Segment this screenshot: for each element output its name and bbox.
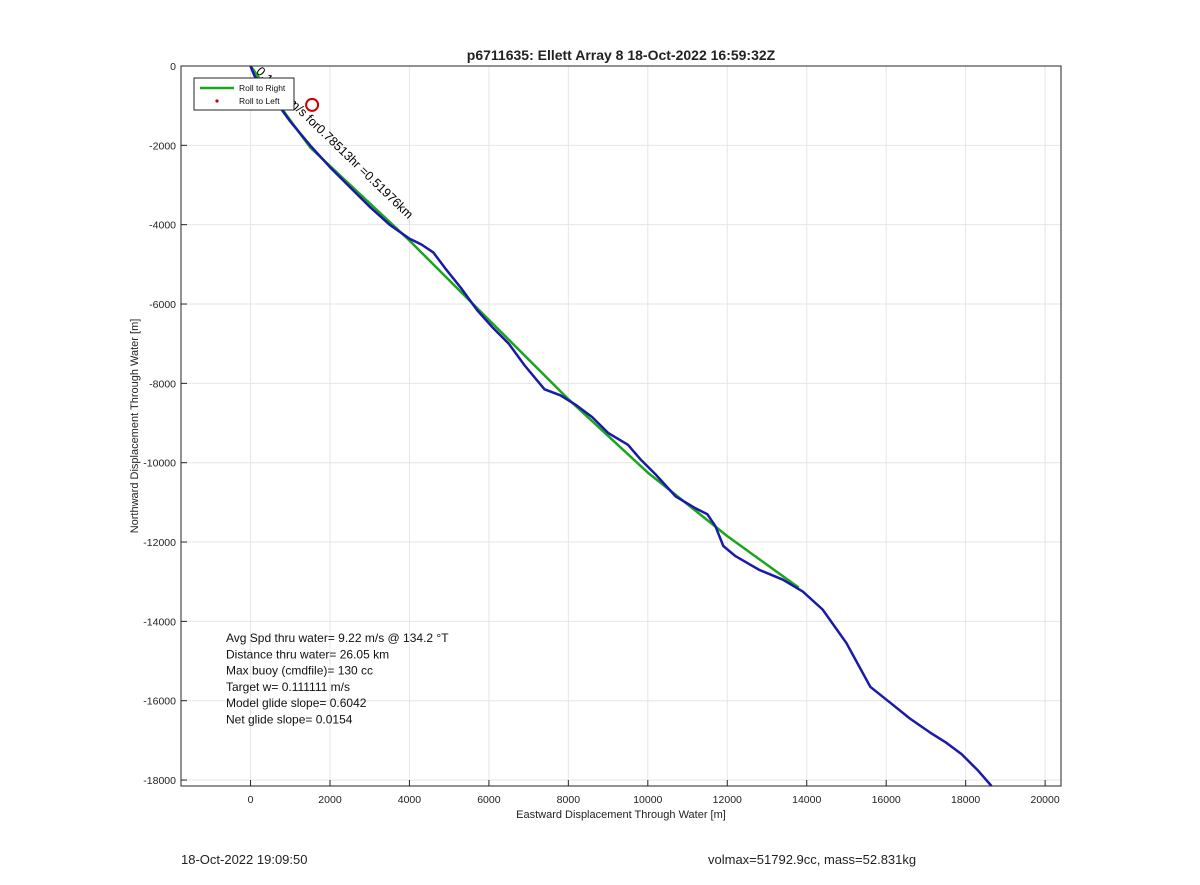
axis-ticks: 0 2000 4000 6000 8000 10000 12000 14000 16000 180… xyxy=(143,61,1060,806)
axes-box xyxy=(180,65,1062,787)
marker-circle xyxy=(305,97,320,112)
series-layer: 0.18386m/s for0.78513hr =0.51976km xyxy=(249,64,993,787)
footer-timestamp: 18-Oct-2022 19:09:50 xyxy=(181,852,308,867)
stats-line: Distance thru water= 26.05 km xyxy=(226,647,389,661)
legend-entry: Roll to Right xyxy=(239,83,286,93)
y-tick-label: -16000 xyxy=(143,696,176,708)
x-tick-label: 4000 xyxy=(398,794,422,806)
y-tick-label: -14000 xyxy=(143,616,176,628)
x-tick-label: 10000 xyxy=(633,794,662,806)
series-line-track xyxy=(249,65,993,787)
x-tick-label: 20000 xyxy=(1031,794,1060,806)
y-tick-label: -12000 xyxy=(143,537,176,549)
x-tick-label: 2000 xyxy=(318,794,342,806)
y-tick-label: -6000 xyxy=(149,299,176,311)
y-tick-label: 0 xyxy=(170,61,176,73)
y-tick-label: -2000 xyxy=(149,140,176,152)
stats-line: Net glide slope= 0.0154 xyxy=(226,713,353,727)
stats-line: Avg Spd thru water= 9.22 m/s @ 134.2 °T xyxy=(226,631,449,645)
x-tick-label: 14000 xyxy=(792,794,821,806)
stats-line: Max buoy (cmdfile)= 130 cc xyxy=(226,664,373,678)
footer-volmax-mass: volmax=51792.9cc, mass=52.831kg xyxy=(708,852,917,867)
stats-box: Avg Spd thru water= 9.22 m/s @ 134.2 °T D… xyxy=(226,631,449,727)
grid-lines xyxy=(181,65,1061,786)
x-tick-label: 16000 xyxy=(872,794,901,806)
x-tick-label: 18000 xyxy=(951,794,980,806)
y-tick-label: -10000 xyxy=(143,458,176,470)
x-tick-label: 0 xyxy=(248,794,254,806)
legend-box xyxy=(193,77,295,111)
x-axis-label: Eastward Displacement Through Water [m] xyxy=(516,809,726,821)
y-axis-label: Northward Displacement Through Water [m] xyxy=(129,319,141,534)
legend-entry: Roll to Left xyxy=(239,96,280,106)
x-tick-label: 8000 xyxy=(557,794,581,806)
legend: Roll to Right Roll to Left xyxy=(193,77,295,111)
stats-line: Model glide slope= 0.6042 xyxy=(226,696,367,710)
legend-swatch-roll-left xyxy=(215,99,219,103)
y-tick-label: -4000 xyxy=(149,220,176,232)
y-tick-label: -18000 xyxy=(143,775,176,787)
chart-title: p6711635: Ellett Array 8 18-Oct-2022 16:… xyxy=(467,47,776,63)
stats-line: Target w= 0.111111 m/s xyxy=(226,680,350,694)
x-tick-label: 12000 xyxy=(713,794,742,806)
x-tick-label: 6000 xyxy=(477,794,501,806)
y-tick-label: -8000 xyxy=(149,378,176,390)
